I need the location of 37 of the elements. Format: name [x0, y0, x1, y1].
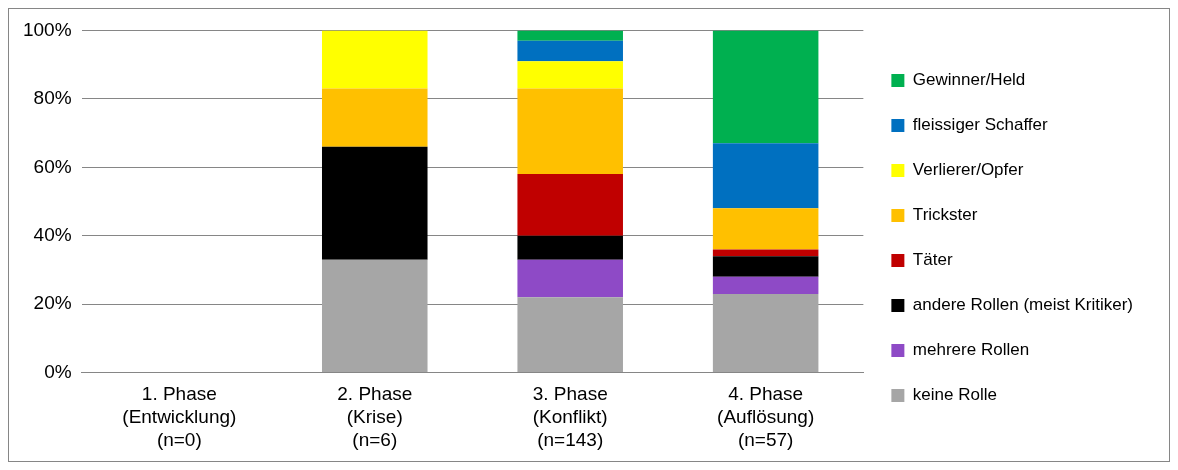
legend-label: Verlierer/Opfer [912, 160, 1024, 180]
bar [321, 88, 428, 147]
bar [712, 30, 819, 144]
x-tick-label: 2. Phase (Krise) (n=6) [337, 383, 413, 450]
bar [321, 30, 428, 89]
legend-label: andere Rollen (meist Kritiker) [912, 295, 1134, 315]
y-tick-label: 80% [33, 87, 72, 109]
bar [517, 61, 623, 89]
x-tick-label: 3. Phase (Konflikt) (n=143) [532, 383, 608, 450]
bar [712, 293, 819, 373]
y-tick-label: 40% [33, 223, 72, 245]
y-tick-label: 60% [33, 155, 72, 177]
bar [517, 297, 623, 373]
legend-label: Gewinner/Held [912, 70, 1026, 90]
bar [321, 146, 428, 260]
bar [517, 259, 623, 298]
bar [517, 88, 623, 175]
legend-label: mehrere Rollen [912, 340, 1030, 360]
bar [712, 256, 819, 277]
bar [321, 259, 428, 373]
bar [712, 208, 819, 250]
y-tick-label: 100% [22, 18, 72, 40]
x-tick-label: 1. Phase (Entwicklung) (n=0) [122, 383, 237, 450]
legend-label: Täter [912, 250, 953, 270]
y-tick-label: 20% [33, 292, 72, 314]
bar [517, 40, 623, 62]
bar [712, 276, 819, 294]
bar [712, 143, 819, 209]
y-tick-label: 0% [44, 360, 72, 382]
bar [517, 174, 623, 236]
x-tick-label: 4. Phase (Auflösung) (n=57) [717, 383, 815, 450]
bar [517, 235, 623, 260]
bar [712, 249, 819, 257]
legend-label: fleissiger Schaffer [912, 115, 1049, 135]
legend-label: keine Rolle [912, 385, 997, 405]
legend-label: Trickster [912, 205, 978, 225]
bar [517, 30, 623, 41]
